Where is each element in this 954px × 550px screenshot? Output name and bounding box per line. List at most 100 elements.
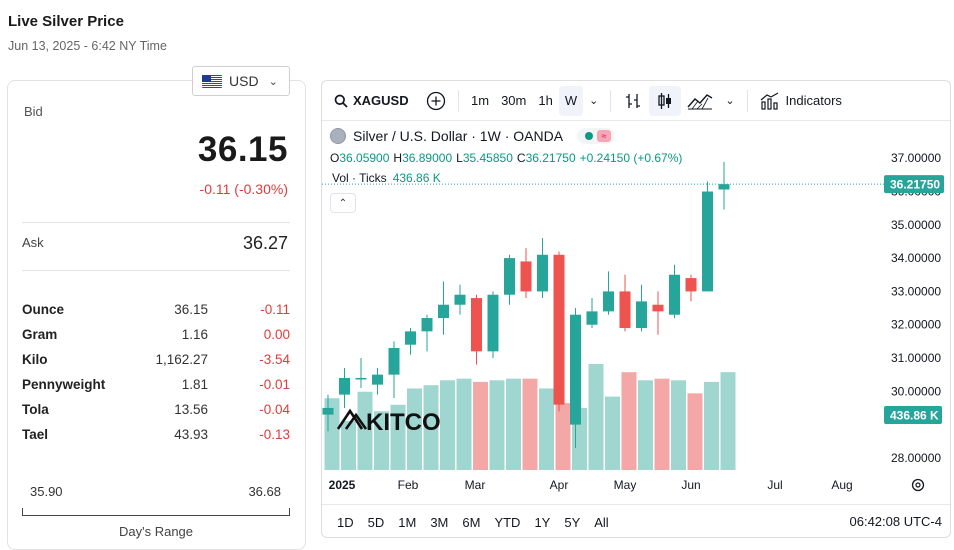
- volume-bar: [720, 372, 736, 470]
- currency-select[interactable]: USD ⌄: [192, 66, 290, 96]
- compare-button[interactable]: [420, 86, 452, 116]
- us-flag-icon: [202, 74, 222, 88]
- table-row: Gram 1.16 0.00: [22, 322, 290, 347]
- y-tick-label: 28.00000: [891, 451, 941, 465]
- unit-change: -0.01: [259, 377, 290, 392]
- unit-name: Gram: [22, 327, 58, 342]
- chart-widget: XAGUSD 1m 30m 1h W ⌄ ⌄ Indicators 37.000…: [321, 80, 951, 538]
- gear-inner: [915, 482, 921, 488]
- volume-bar: [671, 380, 686, 470]
- high-label: H: [393, 151, 403, 165]
- symbol-description: Silver / U.S. Dollar · 1W · OANDA: [353, 128, 564, 144]
- volume-bar: [638, 380, 653, 470]
- chevron-up-icon: ⌃: [338, 198, 348, 209]
- candle-body: [322, 407, 334, 415]
- indicators-button[interactable]: Indicators: [754, 86, 848, 116]
- high-value: 36.89000: [402, 151, 453, 165]
- collapse-legend-button[interactable]: ⌃: [330, 193, 356, 213]
- day-range-label: Day's Range: [118, 524, 194, 539]
- candle-body: [702, 191, 713, 292]
- unit-change: -3.54: [259, 352, 290, 367]
- range-1d[interactable]: 1D: [337, 514, 354, 530]
- interval-1h[interactable]: 1h: [538, 93, 553, 108]
- unit-name: Ounce: [22, 302, 65, 317]
- volume-bar: [539, 388, 554, 470]
- close-value: 36.21750: [525, 151, 576, 165]
- candle-body: [586, 311, 598, 325]
- candle-body: [388, 348, 400, 375]
- interval-dropdown[interactable]: ⌄: [583, 86, 604, 116]
- chart-clock: 06:42:08 UTC-4: [849, 514, 943, 529]
- toolbar-separator: [458, 89, 459, 112]
- range-all[interactable]: All: [594, 514, 609, 530]
- market-open-icon: [585, 132, 594, 140]
- interval-1m[interactable]: 1m: [471, 93, 490, 108]
- candle-body: [718, 184, 730, 190]
- y-tick-label: 30.00000: [891, 384, 941, 398]
- range-1y[interactable]: 1Y: [534, 514, 551, 530]
- volume-bar: [522, 378, 538, 470]
- bars-icon: [626, 93, 641, 108]
- volume-legend: Vol · Ticks 436.86 K: [332, 171, 441, 185]
- kitco-logo-text: KITCO: [366, 409, 441, 436]
- range-1m[interactable]: 1M: [398, 514, 417, 530]
- candle-body: [355, 377, 367, 380]
- x-tick-label: 2025: [329, 478, 356, 492]
- x-tick-label: Jun: [681, 478, 700, 492]
- unit-change: -0.04: [259, 402, 290, 417]
- volume-label: Vol · Ticks: [332, 171, 387, 185]
- range-6m[interactable]: 6M: [462, 514, 481, 530]
- volume-bar: [341, 421, 356, 470]
- volume-bar: [357, 391, 373, 470]
- y-tick-label: 34.00000: [891, 251, 941, 265]
- range-3m[interactable]: 3M: [430, 514, 449, 530]
- interval-30m[interactable]: 30m: [501, 93, 527, 108]
- last-price-label: 36.21750: [890, 178, 940, 192]
- unit-price: 36.15: [174, 302, 208, 317]
- volume-bar: [654, 378, 670, 470]
- area-chart-type-button[interactable]: [681, 86, 719, 116]
- chart-settings-icon[interactable]: [911, 478, 925, 492]
- chart-type-dropdown[interactable]: ⌄: [719, 86, 740, 116]
- silver-coin-icon: [330, 128, 346, 144]
- volume-bar: [423, 385, 439, 470]
- ohlc-legend: O 36.05900 H 36.89000 L 35.45850 C 36.21750 …: [330, 151, 686, 165]
- volume-bar: [374, 411, 389, 470]
- change-value: +0.24150 (+0.67%): [579, 151, 683, 165]
- table-row: Ounce 36.15 -0.11: [22, 297, 290, 322]
- candle-body: [669, 274, 680, 315]
- x-tick-label: Jul: [767, 478, 782, 492]
- unit-name: Pennyweight: [22, 377, 106, 392]
- range-5d[interactable]: 5D: [367, 514, 385, 530]
- volume-bar: [555, 403, 571, 470]
- table-row: Tael 43.93 -0.13: [22, 422, 290, 447]
- range-ytd[interactable]: YTD: [494, 514, 521, 530]
- open-label: O: [330, 151, 340, 165]
- toolbar-separator: [746, 89, 748, 112]
- volume-bar: [390, 404, 406, 470]
- chart-legend-title: Silver / U.S. Dollar · 1W · OANDA ≈: [330, 128, 616, 144]
- candles-chart-type-button[interactable]: [649, 85, 682, 116]
- candle-body: [553, 254, 565, 405]
- price-chart[interactable]: 37.0000036.0000035.0000034.0000033.00000…: [322, 121, 951, 503]
- candle-body: [636, 301, 647, 329]
- interval-w[interactable]: W: [558, 85, 584, 116]
- range-5y[interactable]: 5Y: [564, 514, 581, 530]
- volume-bar: [440, 380, 455, 470]
- candle-body: [619, 291, 631, 329]
- volume-bar: [473, 381, 488, 470]
- y-tick-label: 37.00000: [891, 151, 941, 165]
- market-status-pill[interactable]: ≈: [577, 128, 616, 144]
- x-tick-label: Mar: [465, 478, 486, 492]
- low-value: 35.45850: [462, 151, 513, 165]
- bid-change: -0.11 (-0.30%): [199, 181, 288, 197]
- volume-bar: [687, 393, 703, 470]
- divider: [22, 270, 290, 271]
- last-price-badge: [884, 175, 944, 194]
- bar-chart-type-button[interactable]: [617, 86, 649, 116]
- candle-body: [685, 278, 697, 292]
- volume-bar: [621, 372, 637, 470]
- volume-bar: [704, 381, 719, 470]
- candle-body: [652, 304, 664, 312]
- symbol-search[interactable]: XAGUSD: [322, 93, 420, 108]
